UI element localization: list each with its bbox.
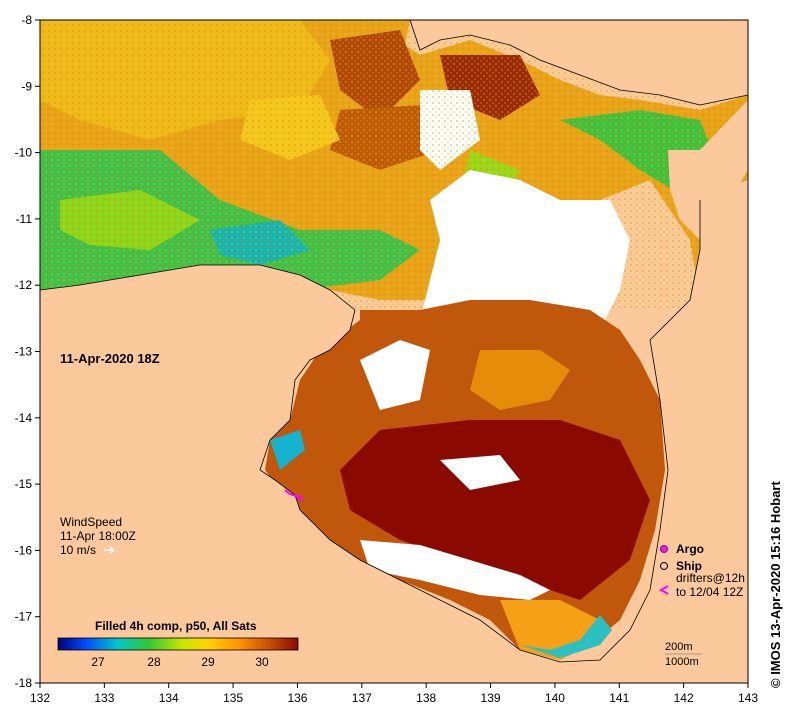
ship-icon	[660, 562, 668, 570]
y-tick-label: -18	[15, 676, 33, 690]
x-tick-label: 136	[287, 691, 307, 705]
x-tick-label: 143	[738, 691, 758, 705]
drifters-label-1: drifters@12h	[676, 571, 745, 585]
x-tick-label: 141	[609, 691, 629, 705]
drifters-label-2: to 12/04 12Z	[676, 585, 743, 599]
colorbar-tick-28: 28	[147, 655, 161, 669]
colorbar-tick-29: 29	[201, 655, 215, 669]
arnhem-land	[40, 265, 620, 683]
y-axis: -8 -9 -10 -11 -12 -13 -14 -15 -16 -17 -18	[15, 13, 40, 690]
y-tick-label: -12	[15, 278, 33, 292]
wind-time: 11-Apr 18:00Z	[60, 529, 136, 543]
x-tick-label: 138	[416, 691, 436, 705]
x-tick-label: 142	[674, 691, 694, 705]
y-tick-label: -13	[15, 345, 33, 359]
contour-1000m: 1000m	[665, 656, 699, 668]
colorbar-gradient	[57, 637, 299, 651]
x-tick-label: 135	[223, 691, 243, 705]
colorbar-tick-27: 27	[91, 655, 105, 669]
y-tick-label: -17	[15, 610, 33, 624]
argo-label: Argo	[676, 542, 704, 556]
ship-label: Ship	[676, 559, 702, 573]
y-tick-label: -16	[15, 543, 33, 557]
y-tick-label: -11	[16, 212, 33, 226]
wind-scale: 10 m/s	[60, 543, 96, 557]
wind-title: WindSpeed	[60, 515, 122, 529]
x-tick-label: 134	[159, 691, 179, 705]
argo-icon	[660, 545, 668, 553]
x-tick-label: 137	[352, 691, 372, 705]
gulf-sst	[265, 300, 665, 660]
date-label: 11-Apr-2020 18Z	[60, 351, 160, 366]
y-tick-label: -9	[21, 79, 32, 93]
png-land	[410, 20, 748, 105]
y-tick-label: -14	[15, 411, 33, 425]
y-tick-label: -8	[21, 13, 32, 27]
platform-legend: Argo Ship drifters@12h to 12/04 12Z 200m…	[658, 542, 745, 668]
y-tick-label: -15	[15, 477, 33, 491]
x-tick-label: 132	[30, 691, 50, 705]
credit-text: © IMOS 13-Apr-2020 15:16 Hobart	[768, 481, 783, 688]
colorbar: Filled 4h comp, p50, All Sats 27 28 29 3…	[57, 619, 299, 669]
x-tick-label: 140	[545, 691, 565, 705]
x-tick-label: 139	[481, 691, 501, 705]
colorbar-tick-30: 30	[255, 655, 269, 669]
wind-legend: WindSpeed 11-Apr 18:00Z 10 m/s	[60, 515, 136, 557]
y-tick-label: -10	[15, 146, 33, 160]
wind-arrow-icon	[104, 546, 116, 554]
cape-york-land	[600, 180, 748, 683]
drifter-icon	[658, 585, 669, 595]
x-tick-label: 133	[94, 691, 114, 705]
x-axis: 132 133 134 135 136 137 138 139 140 141 142 143	[30, 683, 758, 705]
contour-200m: 200m	[665, 641, 693, 653]
colorbar-title: Filled 4h comp, p50, All Sats	[95, 619, 257, 633]
